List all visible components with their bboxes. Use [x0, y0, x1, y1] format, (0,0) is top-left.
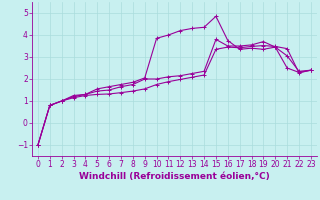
X-axis label: Windchill (Refroidissement éolien,°C): Windchill (Refroidissement éolien,°C) — [79, 172, 270, 181]
